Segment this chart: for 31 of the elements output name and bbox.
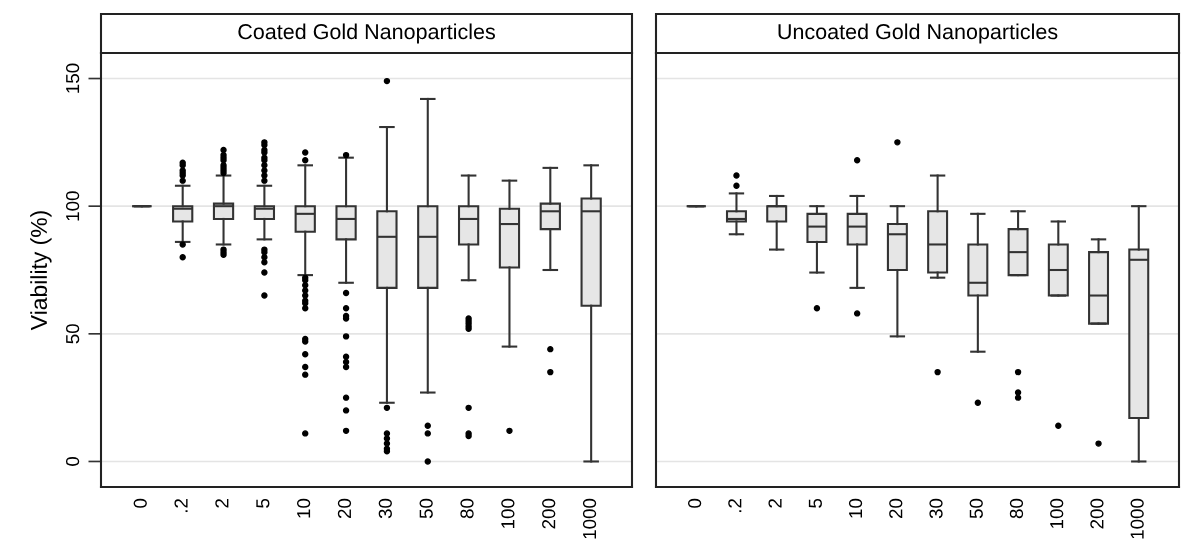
x-tick-label: 100 — [1050, 498, 1064, 528]
x-tick-label: 80 — [1009, 498, 1024, 519]
y-axis-title: Viability (%) — [30, 211, 52, 331]
x-tick-label: 100 — [501, 498, 515, 528]
chart-title: Coated Gold Nanoparticles — [238, 23, 495, 44]
x-tick-label: 50 — [969, 498, 983, 519]
x-tick-label: 2 — [768, 499, 782, 508]
y-tick-label: 150 — [65, 63, 80, 93]
x-tick-label: 1000 — [1130, 498, 1144, 539]
x-tick-label: 50 — [419, 498, 433, 519]
x-tick-label: 200 — [542, 498, 556, 529]
x-tick-label: 200 — [1090, 498, 1104, 529]
y-tick-label: 0 — [65, 456, 80, 466]
x-tick-label: 10 — [296, 498, 311, 518]
x-tick-label: 5 — [256, 498, 270, 508]
x-tick-label: 5 — [808, 498, 822, 508]
y-tick-label: 50 — [65, 324, 80, 344]
x-tick-label: 20 — [337, 498, 352, 519]
x-tick-label: 20 — [889, 498, 903, 519]
x-tick-label: .2 — [728, 499, 742, 513]
x-tick-label: 30 — [378, 498, 392, 519]
x-tick-label: 0 — [687, 498, 702, 508]
x-tick-label: 0 — [133, 498, 147, 508]
x-tick-label: 1000 — [582, 498, 597, 539]
y-tick-label: 100 — [65, 191, 80, 221]
x-tick-label: .2 — [174, 499, 188, 513]
chart-title: Uncoated Gold Nanoparticles — [778, 23, 1058, 44]
x-tick-label: 30 — [929, 498, 943, 519]
x-tick-label: 2 — [215, 499, 229, 508]
x-tick-label: 80 — [460, 498, 474, 519]
x-tick-label: 10 — [848, 498, 863, 518]
